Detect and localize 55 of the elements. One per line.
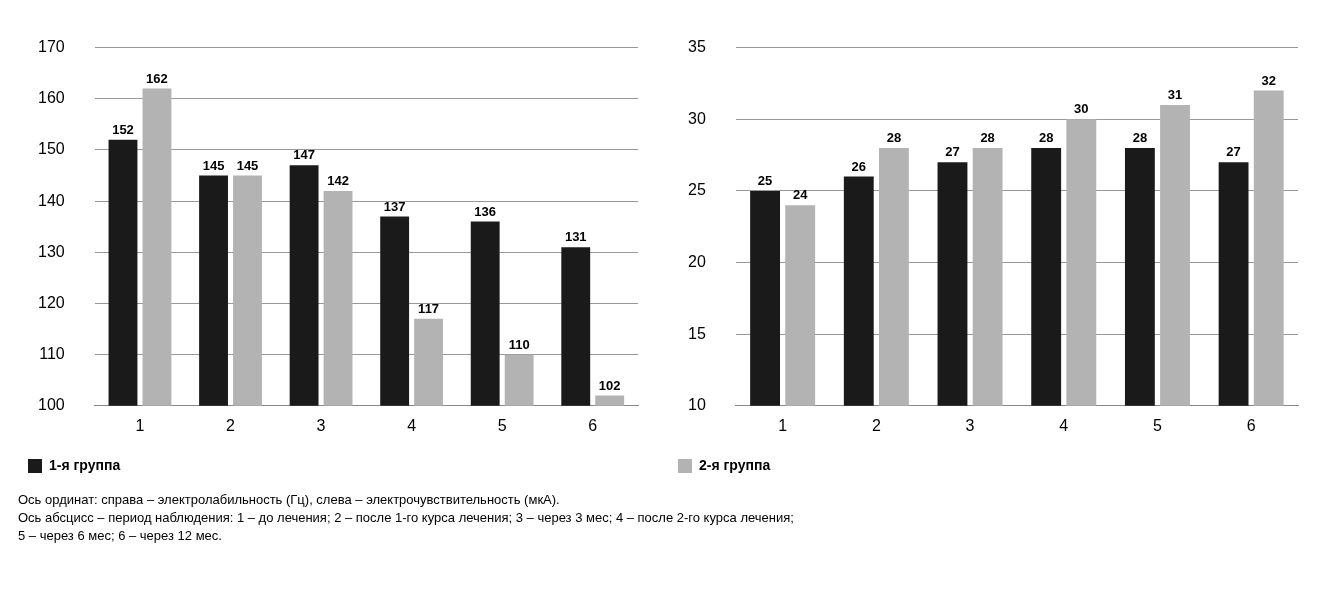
x-tick-label: 4 bbox=[407, 416, 417, 434]
data-label: 152 bbox=[112, 121, 134, 137]
y-tick-label: 35 bbox=[688, 38, 706, 56]
data-label: 117 bbox=[418, 300, 440, 316]
y-tick-label: 20 bbox=[688, 252, 706, 270]
text: Ось абсцисс – период наблюдения: 1 – до лечения; 2 – после 1-го курса лечения; 3 – через 3 мес; 4 – после 2-го курса лечения; bbox=[18, 509, 795, 527]
data-label: 32 bbox=[1261, 72, 1276, 88]
data-label: 28 bbox=[886, 129, 902, 145]
x-tick-label: 6 bbox=[588, 416, 598, 434]
y-tick-label: 150 bbox=[37, 140, 65, 158]
y-tick-label: 30 bbox=[688, 109, 706, 127]
data-label: 102 bbox=[598, 377, 621, 393]
x-tick-label: 1 bbox=[135, 416, 145, 434]
y-tick-label: 15 bbox=[688, 324, 706, 342]
x-tick-label: 2 bbox=[226, 416, 236, 434]
x-tick-label: 5 bbox=[497, 416, 507, 434]
x-tick-label: 4 bbox=[1059, 416, 1069, 434]
data-label: 27 bbox=[1226, 144, 1241, 160]
y-tick-label: 120 bbox=[37, 293, 65, 311]
data-label: 28 bbox=[1038, 129, 1054, 145]
legend-label: 1-я группа bbox=[49, 456, 121, 473]
y-tick-label: 110 bbox=[39, 345, 65, 363]
x-tick-label: 1 bbox=[778, 416, 788, 434]
y-tick-label: 160 bbox=[37, 89, 65, 107]
data-label: 26 bbox=[851, 158, 867, 174]
x-tick-label: 5 bbox=[1153, 416, 1162, 434]
data-label: 30 bbox=[1074, 101, 1089, 117]
y-tick-label: 10 bbox=[688, 396, 706, 414]
data-label: 24 bbox=[792, 187, 809, 203]
x-tick-label: 3 bbox=[965, 416, 975, 434]
data-label: 147 bbox=[293, 147, 315, 163]
data-label: 136 bbox=[474, 203, 497, 219]
data-label: 110 bbox=[508, 336, 530, 352]
text: Ось ординат: справа – электролабильность (Гц), слева – электрочувствительность (мкА). bbox=[18, 491, 561, 509]
data-label: 28 bbox=[980, 129, 995, 145]
data-label: 31 bbox=[1167, 86, 1183, 102]
legend-label: 2-я группа bbox=[699, 456, 771, 473]
data-label: 25 bbox=[757, 172, 773, 188]
text: 5 – через 6 мес; 6 – через 12 мес. bbox=[18, 527, 223, 545]
data-label: 162 bbox=[146, 70, 168, 86]
x-tick-label: 6 bbox=[1246, 416, 1256, 434]
data-label: 137 bbox=[383, 198, 406, 214]
data-label: 145 bbox=[202, 157, 225, 173]
data-label: 142 bbox=[327, 172, 349, 188]
data-label: 28 bbox=[1132, 129, 1148, 145]
y-tick-label: 170 bbox=[37, 38, 65, 56]
y-tick-label: 100 bbox=[37, 396, 65, 414]
y-tick-label: 25 bbox=[688, 181, 706, 199]
data-label: 27 bbox=[945, 144, 960, 160]
data-label: 145 bbox=[236, 157, 259, 173]
y-tick-label: 130 bbox=[37, 242, 65, 260]
data-label: 131 bbox=[564, 229, 587, 245]
x-tick-label: 3 bbox=[316, 416, 326, 434]
x-tick-label: 2 bbox=[871, 416, 881, 434]
y-tick-label: 140 bbox=[37, 191, 65, 209]
